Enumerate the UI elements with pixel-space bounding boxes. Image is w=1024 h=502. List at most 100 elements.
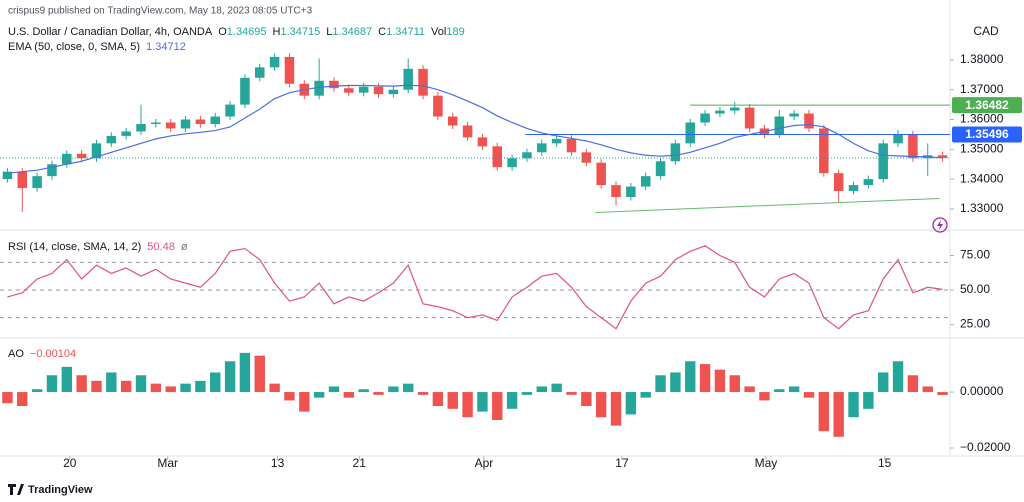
candle-body — [537, 143, 547, 153]
y-tick-label: 25.00 — [960, 317, 990, 331]
ao-bar — [625, 392, 637, 415]
ao-bar — [46, 375, 58, 393]
ao-bar — [447, 392, 458, 409]
candle-body — [715, 110, 725, 114]
ao-bar — [135, 375, 147, 393]
candle-body — [937, 155, 948, 158]
legend-name: AO — [8, 348, 24, 360]
y-tick-label: 75.00 — [960, 248, 990, 262]
candle-body — [551, 138, 562, 144]
ao-bar — [788, 386, 800, 393]
legend-symbol: U.S. Dollar / Canadian Dollar, 4h, OANDA — [8, 26, 213, 38]
ao-bar — [878, 372, 889, 393]
candle-body — [195, 119, 206, 124]
x-tick-label: 20 — [63, 456, 77, 470]
level-label-box — [952, 97, 1022, 114]
ao-bar — [180, 383, 191, 393]
candle-body — [225, 104, 235, 117]
legend: EMA (50, close, 0, SMA, 5) 1.34712 — [8, 41, 186, 53]
legend-key: H — [273, 26, 281, 38]
ao-bar — [907, 375, 919, 393]
rsi-line — [7, 245, 943, 330]
ao-bar — [818, 392, 830, 432]
ao-bar — [595, 392, 607, 418]
ao-bar — [699, 364, 711, 393]
candle-body — [106, 135, 117, 144]
ao-bar — [343, 392, 355, 398]
ao-bar — [729, 375, 740, 393]
ao-bar — [922, 386, 933, 393]
candle-body — [418, 68, 428, 96]
ao-bar — [432, 392, 444, 407]
candle-body — [700, 113, 710, 123]
ao-bar — [358, 389, 369, 393]
candle-body — [477, 137, 488, 147]
ao-bar — [165, 386, 176, 393]
y-tick-label: 1.36000 — [960, 112, 1004, 126]
legend-value: −0.00104 — [30, 348, 76, 360]
ao-bar — [670, 372, 681, 393]
legend-suffix: ø — [181, 241, 188, 253]
ao-bar — [566, 392, 577, 395]
candle-body — [908, 134, 918, 159]
candle-body — [151, 122, 161, 124]
ao-bar — [581, 392, 592, 407]
candle-body — [462, 125, 473, 138]
candle-body — [492, 146, 503, 168]
ao-bar — [388, 386, 399, 393]
candle-body — [878, 143, 888, 180]
candle-body — [2, 171, 13, 180]
ao-bar — [91, 380, 102, 393]
candle-body — [240, 77, 250, 105]
candle-body — [255, 67, 265, 78]
replay-icon[interactable] — [932, 217, 948, 233]
ao-bar — [759, 392, 770, 401]
candle-body — [566, 138, 577, 153]
candle-body — [284, 56, 295, 84]
candle-body — [91, 143, 102, 159]
candle-body — [730, 107, 740, 111]
candle-body — [789, 113, 799, 117]
ao-bar — [462, 392, 473, 418]
ao-bar — [937, 392, 948, 395]
y-tick-label: 50.00 — [960, 282, 990, 296]
candle-body — [136, 123, 146, 132]
candle-body — [611, 185, 621, 198]
y-tick-label: −0.02000 — [960, 440, 1011, 454]
ao-bar — [551, 383, 562, 393]
ao-bar — [774, 389, 785, 393]
candle-body — [596, 162, 606, 186]
x-tick-label: 17 — [615, 456, 629, 470]
y-tick-label: 1.38000 — [960, 52, 1004, 66]
legend-value: 189 — [446, 26, 464, 38]
ao-bar — [313, 392, 325, 398]
brand[interactable]: TradingView — [28, 484, 93, 496]
ao-bar — [521, 392, 533, 395]
x-tick-label: May — [755, 456, 778, 470]
candle-body — [403, 68, 413, 90]
candle-body — [848, 185, 859, 192]
ao-bar — [120, 380, 132, 393]
legend-key: L — [326, 26, 332, 38]
ao-bar — [833, 392, 844, 437]
ao-bar — [744, 386, 755, 393]
legend-value: 50.48 — [147, 241, 175, 253]
ao-bar — [210, 372, 221, 393]
ao-bar — [640, 392, 651, 398]
candle-body — [269, 56, 280, 68]
candle-body — [344, 88, 354, 93]
ao-bar — [685, 361, 696, 393]
ema-line — [7, 84, 943, 174]
ao-bar — [17, 392, 28, 407]
candle-body — [373, 86, 384, 95]
candle-body — [774, 116, 785, 135]
brand-logo[interactable] — [8, 484, 24, 495]
x-tick-label: Apr — [475, 456, 494, 470]
ao-bar — [477, 392, 488, 412]
legend-value: 1.34687 — [332, 26, 372, 38]
candle-body — [863, 179, 874, 186]
candle-body — [388, 89, 399, 95]
ao-bar — [284, 392, 295, 401]
candle-body — [670, 143, 681, 162]
